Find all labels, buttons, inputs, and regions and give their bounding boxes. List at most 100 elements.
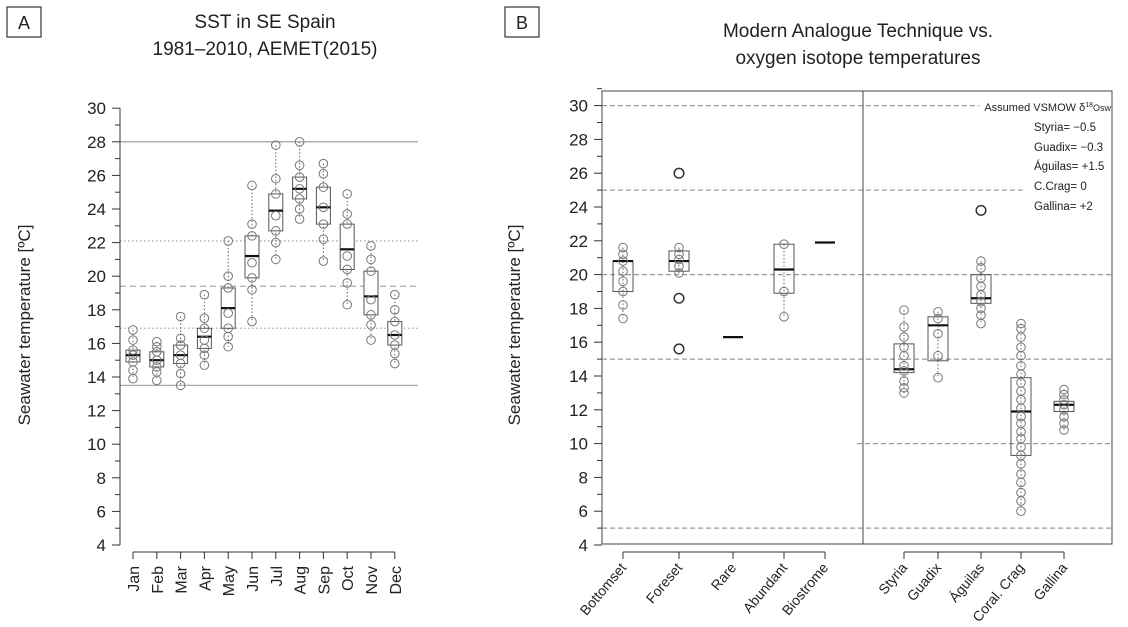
data-point [128,345,138,355]
data-point [674,261,684,271]
data-point [1059,399,1069,410]
data-point [223,323,233,334]
data-point [1016,487,1026,498]
y-tick-label: 10 [87,435,106,454]
y-tick-label: 8 [579,468,588,487]
data-point [618,276,628,287]
panel-a-title: SST in SE Spain [194,12,335,33]
data-point [271,140,281,150]
data-point [247,273,257,283]
data-point [247,231,257,241]
panel-b: B Modern Analogue Technique vs. oxygen i… [504,6,1113,625]
data-point [933,313,943,324]
data-point [674,249,684,260]
data-point [128,325,138,335]
x-tick-label-nov: Nov [364,566,381,594]
box-nov [363,241,379,345]
data-point [247,316,257,327]
data-point [390,316,400,327]
x-tick-label-jul: Jul [269,566,286,586]
data-point [899,305,909,315]
box-body [927,316,949,362]
box-bottomset [612,242,634,324]
data-point [1059,389,1069,400]
y-tick-label: 16 [569,333,588,352]
data-point [899,332,909,342]
y-tick-label: 4 [97,536,106,555]
data-point [366,254,376,265]
panel-a-subtitle: 1981–2010, AEMET(2015) [153,39,378,60]
box-body [970,274,992,304]
annotation-entry-guadix: Guadix= −0.3 [1034,142,1103,154]
data-point [318,219,329,229]
box-coral-crag [1010,318,1032,517]
data-point [390,358,400,369]
data-point [618,266,628,277]
y-tick-label: 22 [569,232,588,251]
data-point [152,362,162,372]
data-point [175,350,186,360]
data-point [342,251,353,261]
box-body [1053,400,1075,412]
data-point [366,335,376,345]
data-point [152,367,162,377]
data-point [152,341,162,352]
data-point [976,303,986,314]
data-point [1059,384,1069,395]
data-point [899,383,909,393]
data-point [618,300,628,310]
data-point [318,158,329,169]
y-tick-label: 8 [97,469,106,488]
data-point [318,168,329,179]
data-point [294,214,305,224]
data-point [976,296,986,307]
data-point [899,388,909,398]
box-body [363,270,379,316]
data-point [294,137,305,147]
data-point [199,360,210,371]
data-point [1016,361,1026,371]
data-point [342,278,353,288]
panel-b-title: Modern Analogue Technique vs. [723,21,993,42]
box-may [220,236,236,352]
data-point [390,305,400,315]
data-point [318,202,329,213]
y-tick-label: 6 [579,502,588,521]
data-point [294,194,305,204]
data-point [318,182,329,192]
annotation-entry-styria: Styria= −0.5 [1034,122,1096,134]
data-point [390,330,400,340]
box--guilas [970,204,992,329]
data-point [294,160,305,171]
y-tick-label: 12 [569,401,588,420]
data-point [1059,394,1069,405]
y-tick-label: 16 [87,334,106,353]
panel-b-subtitle: oxygen isotope temperatures [735,48,980,69]
data-point [199,289,210,300]
data-point [199,313,210,324]
data-point [1016,394,1026,405]
data-point [318,234,329,245]
y-tick-label: 20 [87,267,106,286]
box-jun [244,180,260,327]
data-point [674,254,684,265]
data-point [899,322,909,332]
data-point [1059,425,1069,435]
x-tick-label-bottomset: Bottomset [577,560,630,619]
y-tick-label: 24 [569,198,588,217]
x-tick-label-jan: Jan [126,566,143,592]
data-point [899,342,909,353]
x-tick-label-apr: Apr [197,565,214,591]
outlier-point [673,292,685,304]
box-body [315,186,331,225]
y-tick-label: 18 [569,299,588,318]
panel-a-x-axis: Jan Feb Mar Apr May Jun Jul Aug Sep Oct Nov Dec [126,551,405,596]
x-tick-label-foreset: Foreset [643,560,686,607]
box-jan [125,325,141,384]
y-tick-label: 4 [579,536,588,555]
data-point [899,361,909,371]
data-point [128,357,138,367]
data-point [933,350,943,361]
data-point [294,204,305,214]
